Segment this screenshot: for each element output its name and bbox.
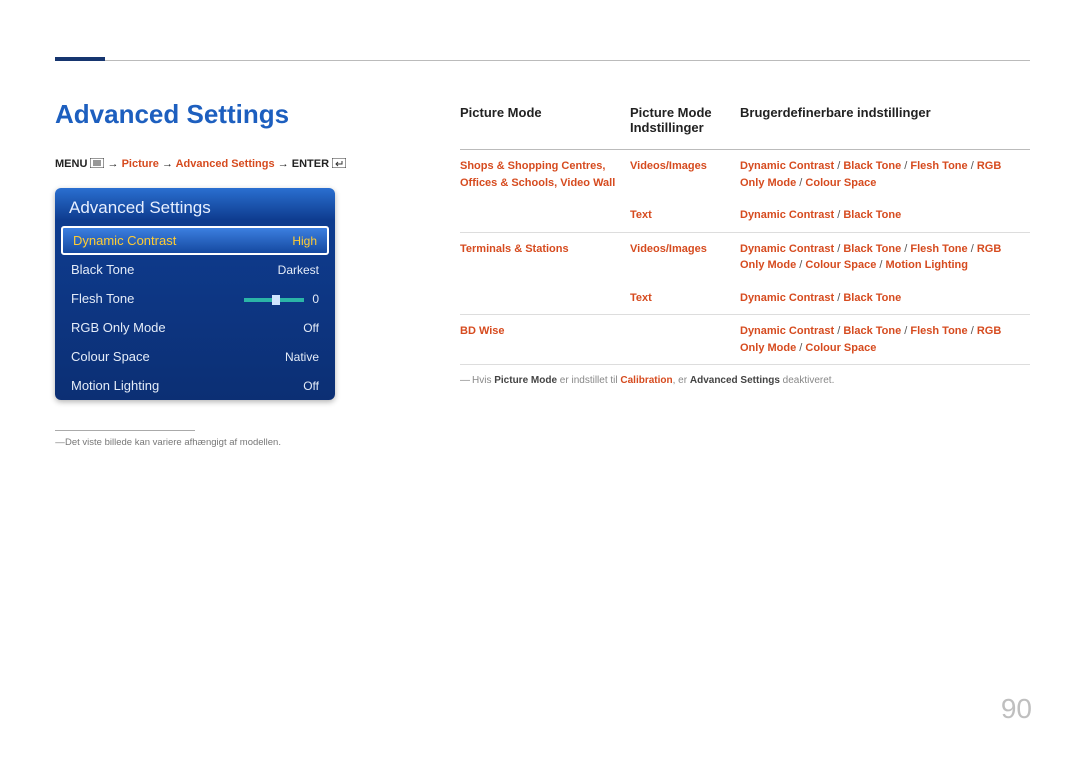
- menu-item-label: RGB Only Mode: [71, 320, 166, 335]
- menu-item-value: High: [292, 234, 317, 248]
- menu-item-value: Native: [285, 350, 319, 364]
- arrow-icon: →: [108, 158, 119, 170]
- breadcrumb-menu: MENU: [55, 158, 87, 170]
- arrow-icon: →: [278, 158, 289, 170]
- left-footnote: ―Det viste billede kan variere afhængigt…: [55, 437, 430, 448]
- table-header-user-settings: Brugerdefinerbare indstillinger: [740, 99, 1030, 150]
- table-cell: Dynamic Contrast / Black Tone / Flesh To…: [740, 150, 1030, 200]
- menu-panel: Advanced Settings Dynamic Contrast High Bl…: [55, 188, 335, 400]
- menu-item-value: Darkest: [278, 263, 319, 277]
- table-row: BD Wise Dynamic Contrast / Black Tone / F…: [460, 315, 1030, 365]
- table-row: Shops & Shopping Centres, Offices & Scho…: [460, 150, 1030, 200]
- menu-item-value: Off: [303, 321, 319, 335]
- table-cell: [630, 315, 740, 365]
- page-number: 90: [1001, 693, 1032, 725]
- arrow-icon: →: [162, 158, 173, 170]
- table-cell: Dynamic Contrast / Black Tone: [740, 282, 1030, 315]
- enter-icon: [332, 158, 346, 168]
- table-footnote: ―Hvis Picture Mode er indstillet til Cal…: [460, 375, 1030, 386]
- table-header-picture-mode: Picture Mode: [460, 99, 630, 150]
- table-row: Terminals & StationsVideos/ImagesDynamic…: [460, 232, 1030, 282]
- menu-item[interactable]: Black Tone Darkest: [55, 255, 335, 284]
- menu-item-label: Colour Space: [71, 349, 150, 364]
- breadcrumb-enter: ENTER: [292, 158, 329, 170]
- table-header-picture-mode-settings: Picture Mode Indstillinger: [630, 99, 740, 150]
- menu-item-label: Motion Lighting: [71, 378, 159, 393]
- menu-item[interactable]: Colour Space Native: [55, 342, 335, 371]
- menu-item-value: Off: [303, 379, 319, 393]
- slider-thumb[interactable]: [272, 295, 280, 305]
- menu-item-value: 0: [312, 292, 319, 306]
- slider-track[interactable]: [244, 298, 304, 302]
- menu-icon: [90, 158, 104, 168]
- table-cell: Dynamic Contrast / Black Tone: [740, 199, 1030, 232]
- settings-table: Picture Mode Picture Mode Indstillinger …: [460, 99, 1030, 365]
- breadcrumb: MENU → Picture → Advanced Settings → ENT…: [55, 158, 430, 170]
- breadcrumb-advanced: Advanced Settings: [176, 158, 275, 170]
- menu-item[interactable]: RGB Only Mode Off: [55, 313, 335, 342]
- table-cell: Dynamic Contrast / Black Tone / Flesh To…: [740, 315, 1030, 365]
- menu-item-label: Flesh Tone: [71, 291, 134, 306]
- table-cell: Videos/Images: [630, 232, 740, 282]
- menu-panel-title: Advanced Settings: [55, 188, 335, 226]
- table-cell: Text: [630, 282, 740, 315]
- section-title: Advanced Settings: [55, 99, 430, 130]
- table-cell: Dynamic Contrast / Black Tone / Flesh To…: [740, 232, 1030, 282]
- table-cell: Text: [630, 199, 740, 232]
- table-cell: BD Wise: [460, 315, 630, 365]
- table-cell: Terminals & Stations: [460, 232, 630, 315]
- menu-item-label: Dynamic Contrast: [73, 233, 176, 248]
- table-cell: Shops & Shopping Centres, Offices & Scho…: [460, 150, 630, 233]
- menu-item[interactable]: Flesh Tone 0: [55, 284, 335, 313]
- menu-item[interactable]: Dynamic Contrast High: [61, 226, 329, 255]
- table-cell: Videos/Images: [630, 150, 740, 200]
- menu-item[interactable]: Motion Lighting Off: [55, 371, 335, 400]
- breadcrumb-picture: Picture: [122, 158, 159, 170]
- menu-item-label: Black Tone: [71, 262, 134, 277]
